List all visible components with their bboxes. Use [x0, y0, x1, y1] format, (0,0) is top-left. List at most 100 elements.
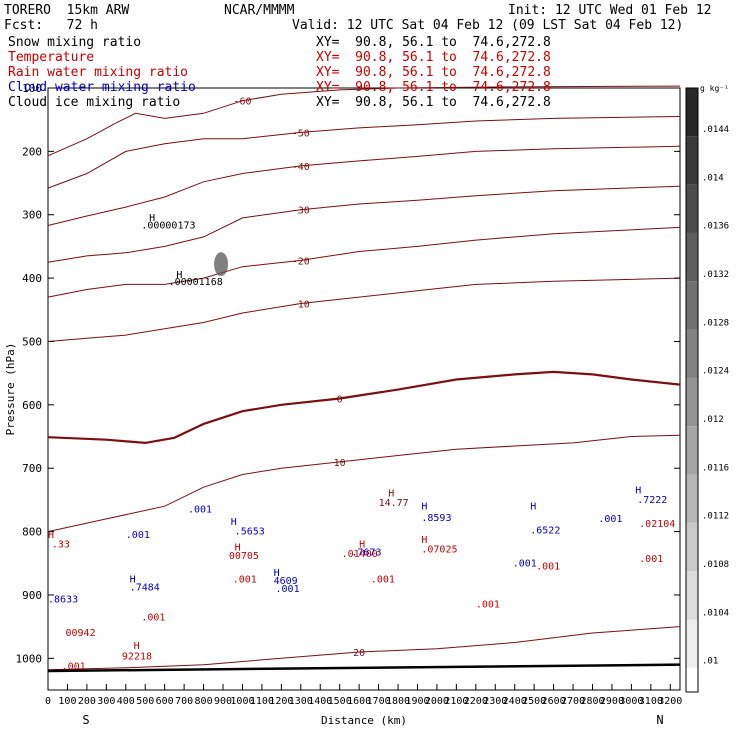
contour-value-label: .001 — [598, 514, 622, 525]
contour-value-label: H — [359, 539, 365, 550]
x-tick-label: 1800 — [386, 696, 410, 707]
contour-value-label: .8593 — [421, 513, 451, 524]
temperature-contour-line — [47, 370, 681, 445]
contour-value-label: H — [388, 489, 394, 500]
colorbar-swatch — [686, 88, 698, 137]
contour-value-label: .001 — [476, 600, 500, 611]
colorbar-swatch — [686, 329, 698, 378]
temperature-contour-label: -50 — [292, 128, 310, 139]
contour-value-label: .001 — [141, 612, 165, 623]
contour-value-label: .001 — [62, 662, 86, 673]
contour-value-label: .6522 — [530, 525, 560, 536]
legend-rain: Rain water mixing ratio — [8, 65, 189, 80]
colorbar-tick-label: .012 — [702, 415, 724, 425]
contour-value-label: H — [130, 574, 136, 585]
x-tick-label: 3100 — [639, 696, 663, 707]
colorbar-tick-label: .0124 — [702, 367, 729, 377]
colorbar-swatch — [686, 522, 698, 572]
x-tick-label: 300 — [97, 696, 115, 707]
colorbar-tick-label: .0108 — [702, 560, 729, 570]
x-tick-label: 2700 — [561, 696, 585, 707]
temperature-contour-line — [47, 626, 681, 671]
temperature-contour-label: 0 — [337, 395, 343, 406]
snow-max-blob — [214, 252, 229, 277]
temperature-contour-label: -10 — [292, 299, 310, 310]
axes: 1002003004005006007008009001000Pressure … — [4, 82, 682, 727]
temperature-contour-label: 10 — [334, 458, 346, 469]
colorbar-tick-label: .0136 — [702, 222, 729, 232]
colorbar-tick-label: .014 — [702, 173, 724, 183]
plot-border — [47, 87, 681, 691]
contour-value-label: H — [530, 501, 536, 512]
y-tick-label: 600 — [22, 399, 42, 412]
contour-value-label: .001 — [276, 584, 300, 595]
x-tick-label: 2400 — [503, 696, 527, 707]
x-tick-label: 1200 — [269, 696, 293, 707]
x-tick-label: 3200 — [658, 696, 682, 707]
colorbar-tick-label: .0132 — [702, 270, 729, 280]
colorbar-border — [685, 87, 699, 693]
temperature-contour-line — [47, 185, 681, 263]
contour-value-label: H — [48, 530, 54, 541]
contour-value-label: .001 — [513, 558, 537, 569]
forecast-hour: Fcst: 72 h — [4, 18, 98, 33]
legend-rain-xy: XY= 90.8, 56.1 to 74.6,272.8 — [316, 65, 551, 80]
contour-value-label: .001 — [371, 574, 395, 585]
temperature-contour-line — [47, 226, 681, 298]
x-tick-label: 900 — [214, 696, 232, 707]
temperature-contour-label: -60 — [233, 97, 251, 108]
x-tick-label: 400 — [117, 696, 135, 707]
contour-value-label: H — [149, 213, 155, 224]
temperature-contour-line — [47, 116, 681, 189]
contour-value-label: .001 — [188, 505, 212, 516]
legend-temperature-xy: XY= 90.8, 56.1 to 74.6,272.8 — [316, 50, 551, 65]
contour-value-label: H — [421, 501, 427, 512]
colorbar-swatch — [686, 619, 698, 668]
colorbar-swatch — [686, 136, 698, 185]
x-tick-label: 1500 — [328, 696, 352, 707]
colorbar-swatch — [686, 426, 698, 475]
colorbar-swatch — [686, 232, 698, 282]
y-axis-title: Pressure (hPa) — [4, 343, 17, 436]
x-tick-label: 2900 — [600, 696, 624, 707]
x-tick-label: 0 — [45, 696, 51, 707]
contour-value-label: 00942 — [66, 628, 96, 639]
contour-value-label: .001 — [639, 554, 663, 565]
contour-value-label: .8633 — [48, 595, 78, 606]
init-time: Init: 12 UTC Wed 01 Feb 12 — [508, 3, 712, 18]
temperature-contour-line — [47, 277, 681, 342]
x-tick-label: 1700 — [367, 696, 391, 707]
contour-value-label: H — [421, 535, 427, 546]
y-tick-label: 1000 — [16, 652, 43, 665]
x-axis-title: Distance (km) — [321, 714, 407, 727]
y-tick-label: 200 — [22, 145, 42, 158]
contour-labels: H.00000173H.00001168.001.001H.5653H00705… — [48, 213, 675, 673]
legend-temperature: Temperature — [8, 50, 95, 65]
contour-value-label: H — [176, 270, 182, 281]
x-endpoint-left: S — [82, 713, 89, 727]
x-tick-label: 2800 — [580, 696, 604, 707]
y-tick-label: 700 — [22, 462, 42, 475]
temperature-contour-line — [47, 145, 681, 226]
contour-value-label: .02104 — [639, 519, 675, 530]
x-tick-label: 1100 — [250, 696, 274, 707]
legend-cloud-water-xy: XY= 90.8, 56.1 to 74.6,272.8 — [316, 80, 551, 95]
colorbar-tick-label: .0112 — [702, 512, 729, 522]
org-name: NCAR/MMMM — [224, 3, 295, 18]
colorbar-swatch — [686, 377, 698, 427]
x-tick-label: 100 — [58, 696, 76, 707]
snow-max-blob — [214, 252, 229, 277]
contour-value-label: 92218 — [122, 652, 152, 663]
contour-value-label: H — [235, 543, 241, 554]
colorbar-tick-label: .01 — [702, 657, 718, 667]
colorbar-tick-label: .0116 — [702, 463, 729, 473]
contour-value-label: .00000173 — [141, 221, 195, 232]
colorbar-tick-label: .0104 — [702, 608, 729, 618]
x-tick-label: 1000 — [230, 696, 254, 707]
contour-value-label: .33 — [52, 539, 70, 550]
colorbar: .0144 .014 .0136 .0132 .0128 .0124 .012 .0116 .0… — [685, 84, 729, 717]
contour-value-label: H — [635, 486, 641, 497]
colorbar-unit: g kg⁻¹ — [700, 84, 729, 93]
x-tick-label: 1300 — [289, 696, 313, 707]
x-tick-label: 2100 — [444, 696, 468, 707]
